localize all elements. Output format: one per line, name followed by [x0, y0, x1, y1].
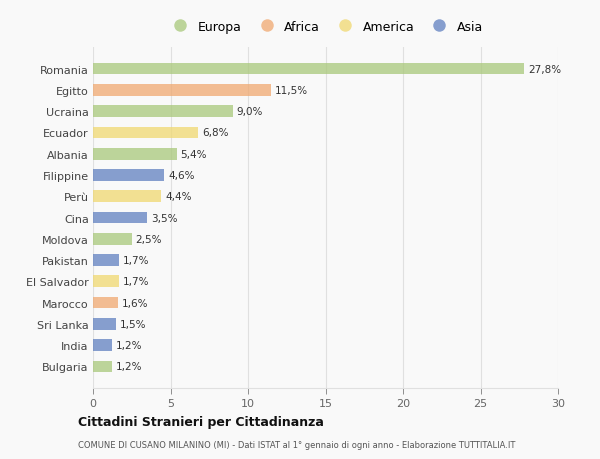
Text: COMUNE DI CUSANO MILANINO (MI) - Dati ISTAT al 1° gennaio di ogni anno - Elabora: COMUNE DI CUSANO MILANINO (MI) - Dati IS…	[78, 440, 515, 449]
Text: Cittadini Stranieri per Cittadinanza: Cittadini Stranieri per Cittadinanza	[78, 415, 324, 428]
Bar	[93, 191, 161, 202]
Text: 11,5%: 11,5%	[275, 86, 308, 95]
Bar	[93, 170, 164, 181]
Text: 4,6%: 4,6%	[168, 171, 194, 180]
Bar	[93, 255, 119, 266]
Text: 3,5%: 3,5%	[151, 213, 178, 223]
Text: 1,2%: 1,2%	[115, 341, 142, 350]
Bar	[93, 361, 112, 372]
Bar	[93, 318, 116, 330]
Text: 5,4%: 5,4%	[181, 149, 207, 159]
Text: 9,0%: 9,0%	[236, 107, 263, 117]
Text: 2,5%: 2,5%	[136, 234, 162, 244]
Bar	[93, 64, 524, 75]
Text: 1,7%: 1,7%	[123, 277, 150, 287]
Bar	[93, 234, 132, 245]
Text: 1,5%: 1,5%	[120, 319, 146, 329]
Text: 1,6%: 1,6%	[122, 298, 148, 308]
Bar	[93, 127, 199, 139]
Bar	[93, 212, 147, 224]
Text: 6,8%: 6,8%	[202, 128, 229, 138]
Text: 1,2%: 1,2%	[115, 362, 142, 372]
Bar	[93, 85, 271, 96]
Text: 27,8%: 27,8%	[528, 64, 561, 74]
Legend: Europa, Africa, America, Asia: Europa, Africa, America, Asia	[168, 21, 483, 34]
Text: 4,4%: 4,4%	[165, 192, 191, 202]
Bar	[93, 340, 112, 351]
Bar	[93, 149, 176, 160]
Text: 1,7%: 1,7%	[123, 256, 150, 265]
Bar	[93, 276, 119, 287]
Bar	[93, 106, 233, 118]
Bar	[93, 297, 118, 309]
